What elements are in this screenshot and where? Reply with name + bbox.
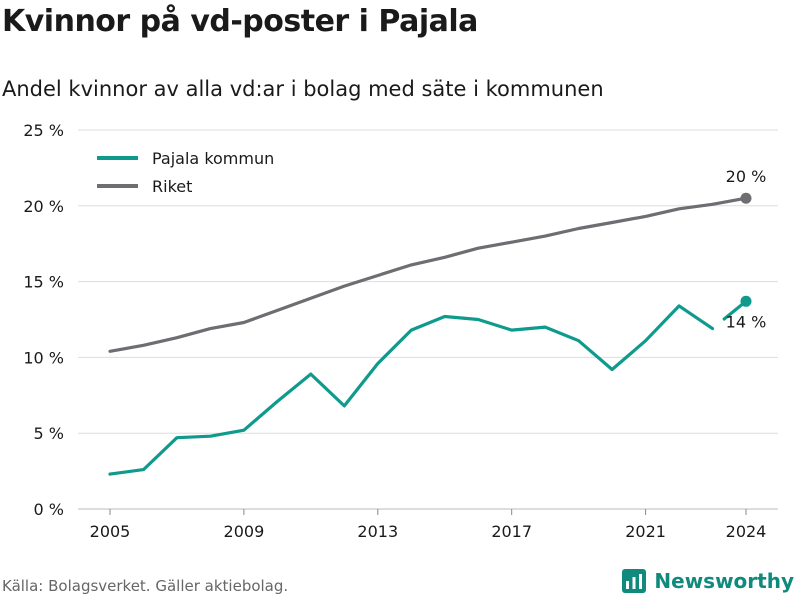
y-axis-ticks: 0 % 5 % 10 % 15 % 20 % 25 % xyxy=(23,121,64,519)
chart-title: Kvinnor på vd-poster i Pajala xyxy=(2,4,478,39)
series-line-pajala-kommun xyxy=(108,304,715,476)
x-tick-label: 2005 xyxy=(90,522,131,541)
y-tick-label: 0 % xyxy=(34,500,64,519)
source-note: Källa: Bolagsverket. Gäller aktiebolag. xyxy=(2,577,289,595)
y-tick-label: 15 % xyxy=(23,273,64,292)
brand-name: Newsworthy xyxy=(654,569,794,593)
end-point-riket xyxy=(740,192,752,204)
legend-label-riket: Riket xyxy=(152,177,192,196)
end-label-riket: 20 % xyxy=(726,167,767,186)
end-label-pajala-kommun: 14 % xyxy=(726,312,767,331)
bar-chart-logo-icon xyxy=(622,569,647,593)
x-tick-label: 2017 xyxy=(491,522,532,541)
newsworthy-logo[interactable]: Newsworthy xyxy=(622,569,794,593)
x-tick-label: 2013 xyxy=(357,522,398,541)
grid-lines xyxy=(78,129,778,510)
x-tick-label: 2024 xyxy=(726,522,767,541)
end-point-pajala-kommun xyxy=(740,295,752,307)
series-line-riket xyxy=(108,196,748,353)
y-tick-label: 10 % xyxy=(23,348,64,367)
y-tick-label: 25 % xyxy=(23,121,64,140)
series-lines: 14 % 20 % xyxy=(108,167,767,476)
x-tick-label: 2021 xyxy=(625,522,666,541)
y-tick-label: 20 % xyxy=(23,197,64,216)
y-tick-label: 5 % xyxy=(34,424,64,443)
x-tick-label: 2009 xyxy=(224,522,265,541)
legend: Pajala kommun Riket xyxy=(97,149,274,196)
x-axis-ticks: 2005 2009 2013 2017 2021 2024 xyxy=(90,509,767,541)
chart-subtitle: Andel kvinnor av alla vd:ar i bolag med … xyxy=(2,77,604,101)
legend-label-pajala-kommun: Pajala kommun xyxy=(152,149,274,168)
